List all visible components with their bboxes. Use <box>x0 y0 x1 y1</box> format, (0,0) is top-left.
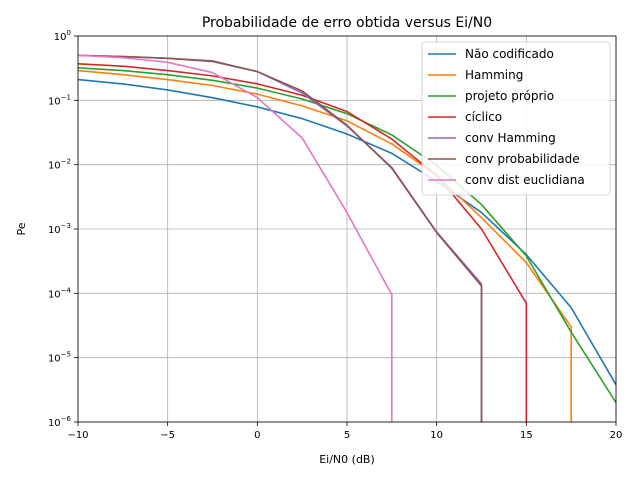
y-tick-label: 100 <box>54 29 71 43</box>
legend-label: projeto próprio <box>465 89 554 103</box>
y-tick-exponent: −4 <box>61 286 72 294</box>
y-tick-exponent: −5 <box>61 351 71 359</box>
x-axis-label: Ei/N0 (dB) <box>319 453 375 466</box>
y-tick-exponent: −6 <box>61 415 72 423</box>
y-tick-base: 10 <box>48 225 61 236</box>
x-tick-label: −5 <box>160 430 175 441</box>
legend: Não codificado Hamming projeto próprio cícl… <box>421 41 611 196</box>
chart-title: Probabilidade de erro obtida versus Ei/N… <box>202 15 492 31</box>
y-tick-exponent: −3 <box>61 222 71 230</box>
y-tick-base: 10 <box>48 354 61 365</box>
legend-label: cíclico <box>465 110 502 124</box>
legend-label: Não codificado <box>465 47 554 61</box>
legend-label: conv probabilidade <box>465 152 580 166</box>
y-tick-label: 10−3 <box>48 222 71 236</box>
series-layer <box>78 54 616 422</box>
x-tick-label: 20 <box>610 430 623 441</box>
y-tick-exponent: −1 <box>61 93 71 101</box>
legend-label: conv Hamming <box>465 131 556 145</box>
y-tick-exponent: −2 <box>61 158 71 166</box>
y-axis-label: Pe <box>15 222 28 235</box>
legend-label: Hamming <box>465 68 523 82</box>
y-tick-label: 10−5 <box>48 351 71 365</box>
y-tick-exponent: 0 <box>67 29 71 37</box>
y-tick-base: 10 <box>48 289 61 300</box>
y-tick-base: 10 <box>48 418 61 429</box>
y-tick-label: 10−4 <box>48 286 72 300</box>
legend-label: conv dist euclidiana <box>465 173 585 187</box>
y-tick-base: 10 <box>48 96 61 107</box>
x-tick-label: −10 <box>67 430 88 441</box>
series-line-1 <box>78 69 572 422</box>
x-tick-label: 5 <box>344 430 350 441</box>
series-line-0 <box>78 78 616 386</box>
series-line-6 <box>78 54 393 422</box>
y-tick-label: 10−6 <box>48 415 72 429</box>
legend-box <box>421 41 611 196</box>
x-axis: −10 −5 0 5 10 15 20 <box>67 422 622 441</box>
y-tick-label: 10−1 <box>48 93 71 107</box>
x-tick-label: 10 <box>430 430 443 441</box>
y-tick-base: 10 <box>48 161 61 172</box>
x-tick-label: 0 <box>254 430 260 441</box>
series-line-5 <box>78 54 483 422</box>
x-tick-label: 15 <box>520 430 533 441</box>
series-line-2 <box>78 67 616 404</box>
y-tick-label: 10−2 <box>48 158 71 172</box>
y-tick-base: 10 <box>54 32 67 43</box>
series-line-3 <box>78 62 528 422</box>
